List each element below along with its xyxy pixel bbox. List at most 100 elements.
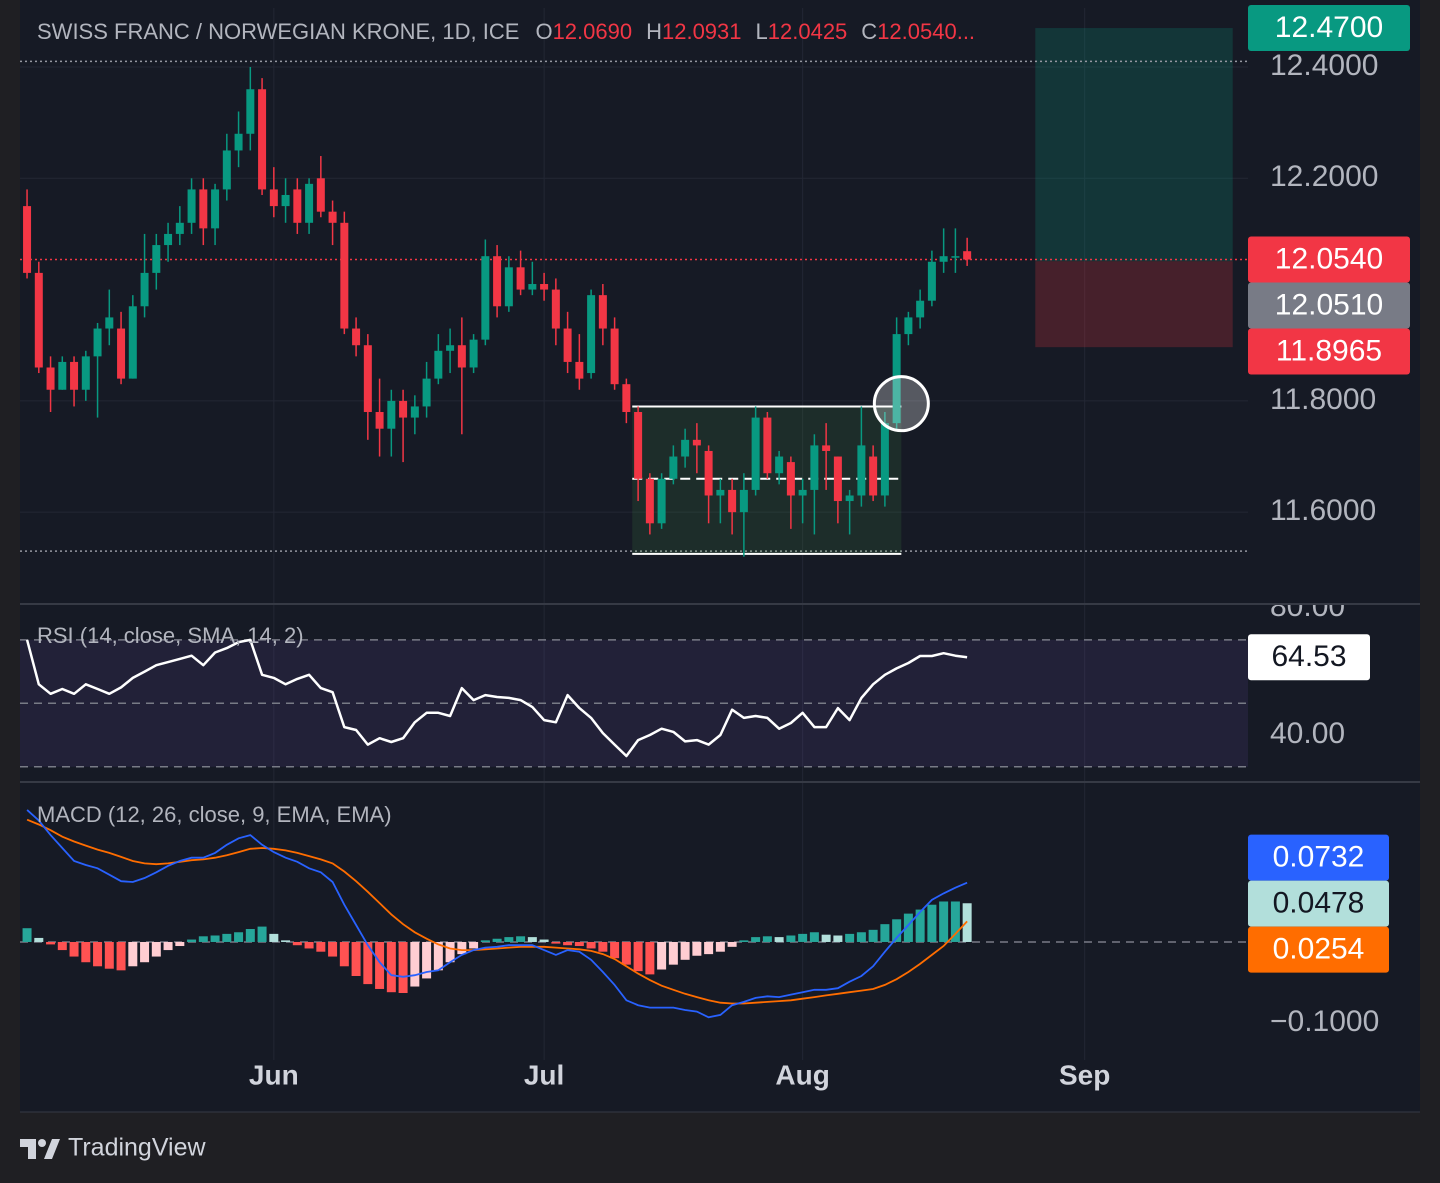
chart-background: [20, 0, 1420, 1112]
candle-body: [246, 89, 255, 134]
brand-name: TradingView: [68, 1134, 207, 1162]
histogram-bar: [339, 941, 349, 967]
candle-body: [775, 456, 784, 474]
candle-body: [316, 178, 325, 212]
histogram-bar: [492, 938, 502, 942]
candle-body: [516, 267, 525, 290]
candle-body: [305, 183, 314, 223]
histogram-bar: [939, 901, 949, 942]
candle-body: [927, 261, 936, 301]
candle-body: [575, 361, 584, 379]
candle-body: [446, 345, 455, 351]
pane-title: RSI (14, close, SMA, 14, 2): [37, 623, 304, 648]
candle-body: [222, 150, 231, 190]
histogram-bar: [856, 932, 866, 942]
histogram-bar: [739, 940, 749, 942]
histogram-bar: [281, 940, 291, 942]
histogram-bar: [621, 941, 631, 965]
candle-body: [46, 367, 55, 390]
candle-body: [199, 189, 208, 229]
chart-title: SWISS FRANC / NORWEGIAN KRONE, 1D, ICE: [37, 19, 519, 44]
rsi-line: [25, 638, 968, 758]
histogram-bar: [304, 941, 314, 949]
candle-body: [563, 328, 572, 362]
candle-body: [128, 306, 137, 379]
candle-body: [328, 211, 337, 223]
tradingview-logo: TradingView: [20, 1134, 207, 1162]
histogram-bar: [316, 941, 326, 952]
candle-body: [70, 361, 79, 390]
candle-body: [93, 328, 102, 357]
y-tick-label: 40.00: [1270, 717, 1345, 750]
histogram-bar: [433, 941, 443, 971]
histogram-bar: [657, 941, 667, 970]
candle-body: [187, 189, 196, 223]
histogram-bar: [504, 937, 514, 942]
histogram-bar: [668, 941, 678, 965]
histogram-bar: [551, 941, 561, 944]
candle-body: [963, 251, 972, 260]
target-price-label: 12.4700: [1275, 11, 1383, 44]
position-profit-zone: [1035, 28, 1233, 262]
candle-body: [716, 489, 725, 496]
last-price-label: 12.0540: [1275, 242, 1383, 275]
last-price-label-box: [1248, 236, 1410, 283]
candle-body: [140, 272, 149, 307]
candle-body: [164, 233, 173, 246]
histogram-bar: [715, 941, 725, 952]
candle-body: [916, 300, 925, 318]
histogram-bar: [198, 936, 208, 942]
candle-body: [704, 450, 713, 496]
histogram-bar: [422, 941, 432, 979]
y-tick-label: 12.2000: [1270, 160, 1378, 193]
histogram-bar: [410, 941, 420, 987]
candle-body: [58, 361, 67, 390]
histogram-bar: [151, 941, 161, 957]
histogram-bar: [751, 937, 761, 942]
position-loss-zone: [1035, 261, 1233, 348]
target-price-label-box: [1248, 5, 1410, 52]
pane-title: MACD (12, 26, close, 9, EMA, EMA): [37, 802, 392, 827]
candle-body: [692, 439, 701, 446]
histogram-bar: [234, 932, 244, 942]
candle-body: [892, 334, 901, 424]
y-tick-label: −0.1000: [1270, 1005, 1379, 1038]
signal-line: [26, 818, 968, 1005]
histogram-bar: [915, 909, 925, 942]
candle-body: [528, 284, 537, 290]
y-tick-label: 11.8000: [1270, 383, 1376, 416]
histogram-bar: [798, 933, 808, 942]
candle-body: [681, 439, 690, 457]
histogram-bar: [363, 941, 373, 985]
histogram-bar: [210, 935, 220, 942]
candle-body: [798, 489, 807, 496]
histogram-bar: [116, 941, 126, 971]
histogram-bar: [692, 941, 702, 956]
stop-price-label: 11.8965: [1276, 334, 1382, 367]
signal-value-label-box: [1248, 926, 1389, 973]
stop-price-label-box: [1248, 328, 1410, 375]
candle-body: [493, 256, 502, 307]
x-tick-label: Sep: [1059, 1059, 1110, 1090]
candle-body: [269, 189, 278, 207]
histogram-bar: [257, 926, 267, 942]
candle-body: [669, 456, 678, 479]
candle-body: [786, 462, 795, 496]
histogram-bar: [34, 937, 44, 942]
candle-body: [434, 350, 443, 379]
histogram-bar: [903, 913, 913, 942]
ohlc-value: 12.0690: [553, 19, 633, 44]
candle-body: [880, 423, 889, 496]
plot-layer: Jun Jul Aug Sep: [20, 8, 1248, 1090]
histogram-bar: [375, 941, 385, 989]
candle-body: [363, 345, 372, 413]
candle-body: [34, 272, 43, 368]
candle-body: [81, 356, 90, 390]
candle-body: [352, 328, 361, 346]
histogram-bar: [81, 941, 91, 963]
candle-body: [399, 400, 408, 418]
histogram-bar: [104, 941, 114, 969]
rsi-value-label: 64.53: [1271, 640, 1346, 673]
